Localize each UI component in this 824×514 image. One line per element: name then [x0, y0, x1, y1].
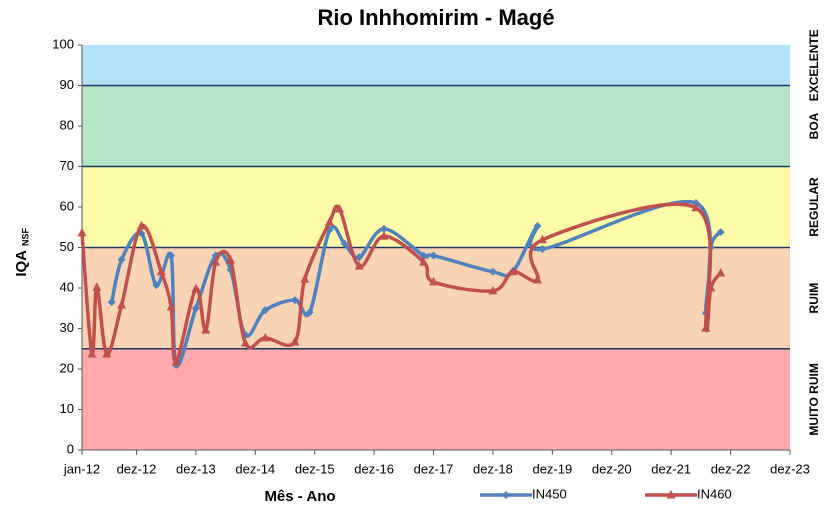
marker — [419, 251, 428, 260]
marker — [379, 231, 389, 240]
marker — [716, 228, 725, 237]
series-line — [109, 199, 723, 368]
marker — [691, 202, 701, 212]
marker — [429, 251, 438, 260]
marker — [171, 357, 181, 366]
legend-marker — [502, 491, 510, 499]
marker — [701, 323, 711, 332]
marker — [300, 274, 310, 283]
x-tick-label: dez-20 — [592, 461, 632, 476]
marker — [87, 349, 97, 358]
marker — [117, 255, 126, 264]
marker — [191, 304, 200, 313]
legend-label: IN460 — [697, 486, 732, 501]
marker — [260, 332, 270, 342]
y-tick-label: 80 — [60, 117, 74, 132]
marker — [156, 266, 166, 276]
marker — [334, 204, 344, 213]
y-tick-label: 0 — [67, 441, 74, 456]
y-tick-label: 40 — [60, 279, 74, 294]
marker — [354, 261, 364, 270]
band — [82, 85, 790, 167]
marker — [191, 283, 201, 293]
x-tick-label: dez-12 — [117, 461, 157, 476]
marker — [117, 300, 127, 309]
x-tick-label: dez-21 — [651, 461, 691, 476]
y-tick-label: 10 — [60, 401, 74, 416]
marker — [325, 216, 335, 226]
marker — [261, 306, 270, 315]
marker — [211, 257, 221, 266]
band-label: RUIM — [807, 283, 821, 314]
x-tick-label: dez-22 — [711, 461, 751, 476]
marker — [152, 281, 161, 290]
y-tick-label: 50 — [60, 239, 74, 254]
band-label: BOA — [807, 112, 821, 139]
band-label: MUITO RUIM — [807, 363, 821, 435]
marker — [240, 338, 250, 347]
band — [82, 348, 790, 450]
band-label: EXCELENTE — [807, 29, 821, 101]
marker — [537, 234, 547, 244]
marker — [290, 296, 299, 305]
marker — [201, 325, 211, 334]
marker — [538, 245, 547, 254]
x-tick-label: jan-12 — [63, 461, 100, 476]
chart-title: Rio Inhhomirim - Magé — [317, 5, 554, 30]
y-axis-label-sub: NSF — [20, 227, 30, 246]
x-tick-label: dez-23 — [770, 461, 810, 476]
legend-label: IN450 — [532, 486, 567, 501]
y-tick-label: 60 — [60, 198, 74, 213]
marker — [77, 227, 87, 237]
marker — [380, 224, 389, 233]
marker — [167, 251, 176, 260]
marker — [488, 267, 497, 276]
marker — [92, 282, 102, 291]
marker — [290, 336, 300, 346]
x-tick-label: dez-17 — [414, 461, 454, 476]
band — [82, 45, 790, 86]
x-tick-label: dez-16 — [354, 461, 394, 476]
marker — [136, 221, 146, 230]
y-tick-label: 90 — [60, 77, 74, 92]
marker — [107, 298, 116, 307]
marker — [488, 285, 498, 295]
y-axis-label: IQA — [13, 250, 30, 277]
marker — [706, 283, 716, 292]
marker — [166, 302, 176, 311]
marker — [716, 268, 726, 277]
x-tick-label: dez-18 — [473, 461, 513, 476]
x-axis-label: Mês - Ano — [264, 488, 335, 505]
marker — [508, 266, 518, 276]
marker — [533, 222, 542, 231]
y-axis-title: IQA NSF — [13, 227, 30, 276]
y-tick-label: 30 — [60, 320, 74, 335]
x-tick-label: dez-14 — [235, 461, 275, 476]
x-tick-label: dez-15 — [295, 461, 335, 476]
legend-marker — [666, 490, 676, 499]
y-tick-label: 20 — [60, 360, 74, 375]
band-label: REGULAR — [807, 177, 821, 237]
band — [82, 166, 790, 248]
x-tick-label: dez-13 — [176, 461, 216, 476]
y-tick-label: 70 — [60, 158, 74, 173]
marker — [226, 255, 236, 264]
marker — [532, 274, 542, 284]
marker — [355, 253, 364, 262]
marker — [429, 276, 439, 286]
x-tick-label: dez-19 — [532, 461, 572, 476]
marker — [305, 308, 314, 317]
marker — [340, 239, 349, 248]
y-tick-label: 100 — [52, 36, 74, 51]
marker — [419, 257, 429, 266]
marker — [102, 349, 112, 358]
